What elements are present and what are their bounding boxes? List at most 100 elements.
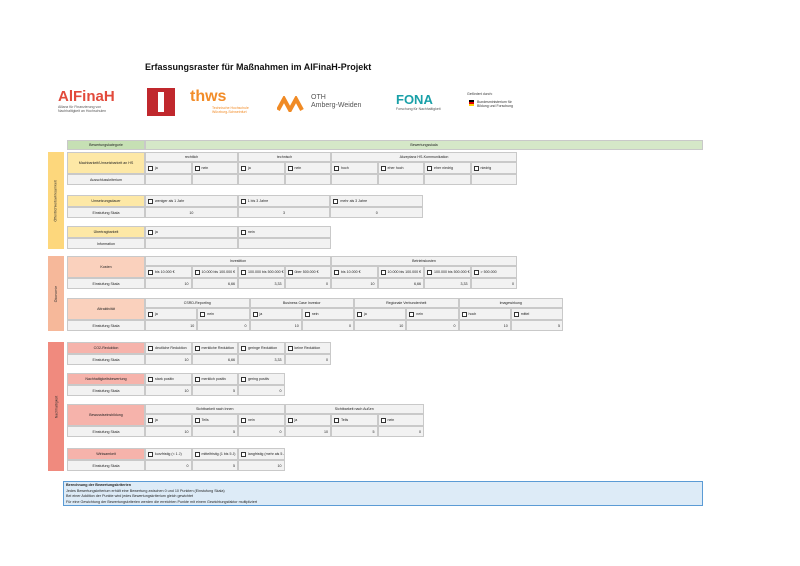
section-name: Ökonomie <box>54 285 59 302</box>
score-label: Einstufung Skala <box>67 320 145 331</box>
option-text: nein <box>416 312 424 316</box>
score: 3 <box>237 207 331 218</box>
logo-name: AlFinaH <box>58 88 115 105</box>
option: 100.000 bis 500.000 € <box>424 266 471 278</box>
option-text: weniger als 1 Jahr <box>155 199 185 203</box>
group-heading: technisch <box>238 152 331 162</box>
option: ja <box>145 414 192 426</box>
option-text: bis 10.000 € <box>341 270 361 274</box>
checkbox <box>287 345 293 351</box>
option: nein <box>301 308 354 320</box>
logo-oth-mark <box>277 96 304 112</box>
option-text: nein <box>387 418 395 422</box>
logo-red-mark <box>158 92 164 112</box>
checkbox <box>334 417 339 423</box>
score-label: Einstufung Skala <box>67 207 145 218</box>
option-text: nein <box>248 418 255 422</box>
checkbox <box>409 311 415 317</box>
logo-tagline: Technische Hochschule Würzburg-Schweinfu… <box>212 106 249 114</box>
option-text: hoch <box>341 166 349 170</box>
option-text: mehr als 3 Jahre <box>340 199 368 203</box>
score: 0 <box>406 320 459 331</box>
checkbox <box>194 165 200 171</box>
row-label: Bewusstseinsbildung <box>67 404 145 426</box>
option-text: ja <box>155 312 158 316</box>
option: ja <box>354 308 407 320</box>
row-label: Kosten <box>67 256 145 278</box>
group-heading: CSRD-Reporting <box>145 298 250 308</box>
checkbox <box>194 417 200 423</box>
score: 3,33 <box>238 354 285 365</box>
checkbox <box>241 345 246 351</box>
option-text: 10.000 bis 100.000 € <box>201 270 236 274</box>
section-side: Nachhaltigkeit <box>48 342 64 471</box>
option: gering positiv <box>238 373 285 385</box>
option-text: nein <box>294 166 302 170</box>
option: hoch <box>331 162 378 174</box>
checkbox <box>461 311 467 317</box>
checkbox <box>334 165 339 171</box>
checkbox <box>380 165 386 171</box>
checkbox <box>194 269 200 275</box>
option-text: eher niedrig <box>434 166 453 170</box>
option: 100.000 bis 500.000 € <box>238 266 285 278</box>
option: langfristig (mehr als 5 J) <box>238 448 285 460</box>
score: 10 <box>284 426 331 437</box>
flag-red <box>469 102 474 104</box>
checkbox <box>380 269 386 275</box>
score: 10 <box>145 426 192 437</box>
option: 10.000 bis 100.000 € <box>377 266 424 278</box>
option: stark positiv <box>145 373 192 385</box>
option-text: langfristig (mehr als 5 J) <box>248 452 285 456</box>
option: ja <box>145 162 192 174</box>
checkbox <box>427 269 432 275</box>
checkbox <box>194 376 200 382</box>
option: mehr als 3 Jahre <box>330 195 424 207</box>
option: merklich positiv <box>191 373 238 385</box>
checkbox <box>148 198 153 204</box>
option-text: nein <box>248 230 255 234</box>
row-label: Nachhaltigkeitsbewertung <box>67 373 145 385</box>
option: nein <box>197 308 250 320</box>
option-text: 1 bis 3 Jahre <box>247 199 269 203</box>
logo-bmbf: Gefördert durch: Bundesministerium für B… <box>467 92 537 108</box>
group-heading: Regionale Verbundenheit <box>354 298 459 308</box>
checkbox <box>240 198 246 204</box>
checkbox <box>241 376 246 382</box>
option: > 500.000 <box>470 266 517 278</box>
option-text: bis 10.000 € <box>155 270 175 274</box>
option-text: ja <box>155 230 158 234</box>
option: nein <box>377 414 424 426</box>
checkbox <box>200 311 206 317</box>
option: nein <box>191 162 238 174</box>
logo-tagline: Forschung für Nachhaltigkeit <box>396 107 441 111</box>
option-text: 10.000 bis 100.000 € <box>387 270 422 274</box>
option: deutliche Reduktion <box>145 342 192 354</box>
score: 5 <box>191 460 238 471</box>
checkbox <box>380 417 386 423</box>
score: 0 <box>330 207 424 218</box>
score: 10 <box>354 320 407 331</box>
row-label: CO2-Reduktion <box>67 342 145 354</box>
checkbox <box>473 165 479 171</box>
score <box>284 174 331 185</box>
checkbox <box>252 311 258 317</box>
score: 0 <box>377 426 424 437</box>
option: ja <box>238 162 285 174</box>
logo-tagline: Amberg-Weiden <box>311 102 362 109</box>
header-scale: Bewertungsskala <box>145 140 703 150</box>
group-heading: Akzeptanz HS-Kommunikation <box>331 152 517 162</box>
option: hoch <box>458 308 511 320</box>
checkbox <box>287 269 293 275</box>
option-text: ja <box>294 418 298 422</box>
header-category: Bewertungskategorie <box>67 140 145 150</box>
option-text: ja <box>248 166 251 170</box>
option: mittelfristig (1 bis 5 J) <box>191 448 238 460</box>
group-heading: Imagewirkung <box>458 298 563 308</box>
option-text: ja <box>155 166 158 170</box>
logo-name: OTH <box>311 94 326 101</box>
score: 0 <box>238 385 285 396</box>
logo-name: Bundesministerium für Bildung und Forsch… <box>477 100 513 108</box>
checkbox <box>287 417 293 423</box>
option-text: deutliche Reduktion <box>155 346 187 350</box>
